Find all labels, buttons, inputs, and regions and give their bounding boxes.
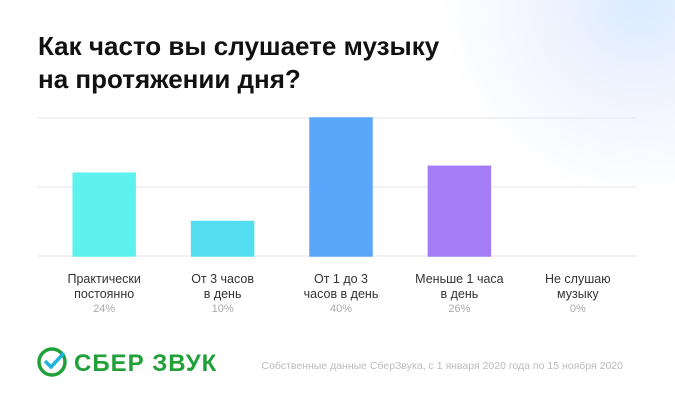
bar — [427, 165, 492, 257]
bar — [190, 220, 255, 257]
value-label: 24% — [93, 303, 116, 315]
logo-icon — [37, 347, 67, 377]
bar — [72, 172, 136, 257]
value-label: 40% — [329, 303, 353, 315]
x-tick-label: Не слушаю музыку — [544, 272, 611, 301]
chart-title: Как часто вы слушаете музыку на протяжен… — [38, 31, 440, 94]
x-tick-label: От 3 часов в день — [191, 272, 254, 301]
bar — [309, 117, 373, 257]
value-label: 0% — [569, 303, 586, 315]
x-tick-label: Практически постоянно — [67, 272, 141, 301]
x-tick-label: Меньше 1 часа в день — [415, 272, 504, 301]
source-note: Собственные данные СберЗвука, с 1 января… — [261, 360, 623, 372]
brand: СБЕР ЗВУК — [74, 350, 218, 377]
value-label: 26% — [448, 303, 471, 315]
x-tick-label: От 1 до 3 часов в день — [303, 272, 379, 301]
value-label: 10% — [211, 303, 234, 315]
